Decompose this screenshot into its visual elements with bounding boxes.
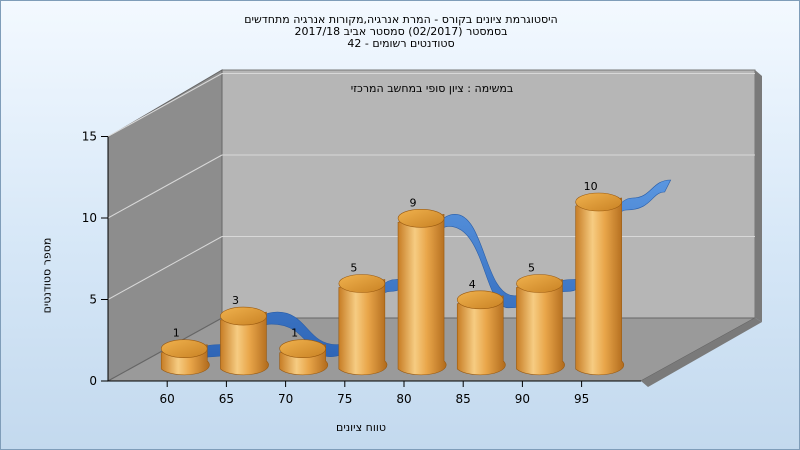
x-tick-label: 70: [278, 392, 293, 406]
y-tick-label: 15: [82, 130, 97, 144]
bar-body: [397, 213, 447, 376]
bar-data-label: 5: [350, 262, 357, 275]
x-axis-label: טווח ציונים: [336, 421, 386, 434]
grid-line-side: [107, 154, 223, 219]
bar-data-label: 3: [232, 294, 239, 307]
x-tick-label: 65: [219, 392, 234, 406]
bar-data-label: 5: [528, 262, 535, 275]
bar: 1: [160, 327, 210, 376]
y-tick-label: 0: [89, 374, 97, 388]
bar: 3: [220, 294, 269, 376]
x-tick-label: 90: [515, 392, 530, 406]
bar-data-label: 4: [469, 278, 476, 291]
x-tick-label: 75: [337, 392, 352, 406]
bar: 9: [397, 196, 447, 376]
y-tick-label: 5: [89, 293, 97, 307]
x-tick-label: 85: [456, 392, 471, 406]
chart-subtitle-semester: בסמסטר (02/2017) סמסטר אביב 2017/18: [294, 25, 508, 38]
y-tick-label: 10: [82, 211, 97, 225]
grid-line-side: [107, 73, 223, 137]
bar-data-label: 1: [173, 327, 180, 340]
bar-data-label: 1: [291, 327, 298, 340]
bar-body: [516, 279, 565, 376]
bar-top: [160, 339, 208, 359]
x-axis: 60 65 70 75 80 85 90 95: [160, 381, 589, 406]
x-tick-label: 60: [160, 392, 175, 406]
bar-top: [279, 339, 326, 359]
floor-edge: [641, 318, 762, 387]
bar-body: [575, 197, 625, 376]
bar-data-label: 10: [584, 180, 598, 193]
bar-top: [456, 290, 504, 310]
chart-annotation: במשימה : ציון סופי במחשב המרכזי: [351, 82, 514, 95]
x-tick-label: 95: [574, 392, 589, 406]
bar-top: [397, 209, 445, 228]
grid-line-side: [107, 236, 223, 300]
x-tick-label: 80: [396, 392, 411, 406]
bar: 5: [516, 262, 565, 376]
bar-data-label: 9: [410, 196, 417, 209]
bar-top: [516, 274, 563, 293]
chart-title: היסטוגרמת ציונים בקורס - המרת אנרגיה,מקו…: [244, 13, 558, 26]
bar-top: [338, 274, 386, 293]
bar: 4: [456, 278, 506, 376]
series-bars: 1 3 1 5 9 4 5 10: [160, 180, 625, 376]
bar: 10: [575, 180, 625, 376]
bar-top: [575, 192, 622, 212]
grid-lines: [107, 73, 755, 300]
chart-subtitle-registered: סטודנטים רשומים - 42: [347, 37, 455, 50]
wall-edge: [755, 70, 762, 322]
bar: 1: [279, 327, 329, 376]
bar-body: [456, 295, 506, 376]
bar-body: [338, 279, 388, 376]
bar: 5: [338, 262, 388, 376]
bar-body: [220, 311, 269, 376]
bar-top: [220, 306, 267, 326]
